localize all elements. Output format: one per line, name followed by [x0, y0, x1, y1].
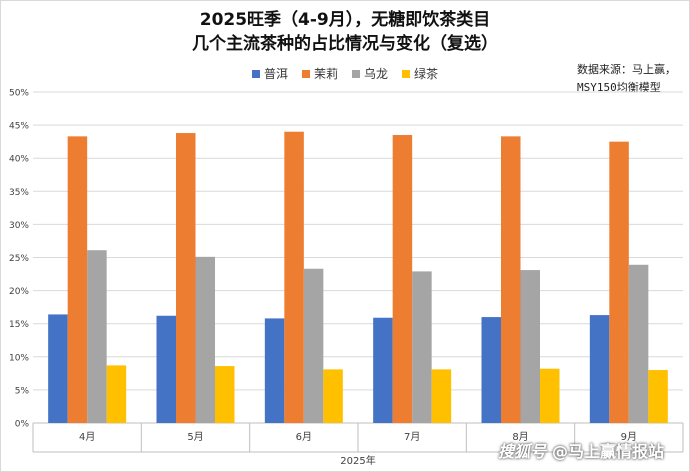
chart-title: 2025旺季（4-9月），无糖即饮茶类目 几个主流茶种的占比情况与变化（复选） [0, 8, 690, 56]
legend-label: 乌龙 [364, 67, 389, 81]
watermark-logo: 搜狐号 [498, 442, 547, 461]
y-tick-label: 20% [9, 287, 29, 297]
chart-legend: 普洱 茉莉 乌龙 绿茶 [0, 65, 690, 82]
bar [195, 256, 215, 423]
y-tick-label: 35% [9, 188, 29, 198]
bar [520, 270, 540, 423]
source-line2: MSY150均衡模型 [577, 81, 661, 94]
y-tick-label: 15% [9, 320, 29, 330]
bar [215, 366, 235, 423]
legend-swatch [402, 69, 411, 78]
y-tick-label: 40% [9, 155, 29, 165]
x-tick-label: 5月 [187, 431, 203, 443]
bar [48, 314, 68, 423]
x-axis-title: 2025年 [340, 454, 375, 467]
x-tick-label: 8月 [512, 431, 528, 443]
y-tick-label: 0% [15, 420, 30, 430]
y-tick-label: 50% [9, 89, 29, 99]
legend-item: 乌龙 [352, 65, 388, 82]
bar [87, 250, 107, 423]
bar [156, 315, 176, 423]
chart-title-line1: 2025旺季（4-9月），无糖即饮茶类目 [199, 10, 491, 30]
y-tick-label: 5% [15, 386, 30, 396]
watermark-text: @马上赢情报站 [552, 442, 665, 461]
bar [284, 131, 304, 423]
legend-item: 绿茶 [402, 65, 438, 82]
legend-swatch [301, 69, 310, 78]
y-tick-label: 45% [9, 122, 29, 132]
bar [628, 264, 649, 423]
x-tick-label: 4月 [79, 431, 95, 443]
legend-label: 茉莉 [313, 67, 338, 81]
x-tick-label: 6月 [296, 431, 312, 443]
bar [412, 271, 432, 423]
bar [323, 369, 343, 423]
chart-title-line2: 几个主流茶种的占比情况与变化（复选） [192, 34, 498, 54]
y-tick-label: 25% [9, 254, 29, 264]
x-tick-label: 7月 [404, 431, 420, 443]
bar [609, 141, 629, 423]
bar [648, 370, 668, 423]
legend-swatch [352, 69, 360, 78]
watermark: 搜狐号 @马上赢情报站 [498, 438, 664, 462]
y-tick-label: 10% [9, 353, 29, 363]
legend-item: 茉莉 [301, 65, 338, 82]
legend-label: 普洱 [263, 67, 288, 81]
bar [501, 136, 521, 423]
bar [589, 315, 610, 423]
bar [106, 365, 127, 423]
legend-label: 绿茶 [414, 67, 439, 81]
bar [67, 136, 88, 423]
x-tick-label: 9月 [621, 431, 637, 443]
bar [540, 368, 560, 423]
bar [373, 317, 393, 423]
bar [264, 318, 285, 423]
bar [176, 133, 196, 423]
legend-swatch [251, 69, 260, 78]
bar [481, 317, 501, 423]
source-line1: 数据来源：马上赢， [577, 63, 676, 76]
bar [303, 268, 324, 423]
data-source-note: 数据来源：马上赢， MSY150均衡模型 [577, 61, 676, 97]
y-tick-label: 30% [9, 221, 29, 231]
legend-item: 普洱 [251, 65, 288, 82]
bar [431, 369, 452, 423]
bar [392, 135, 413, 423]
